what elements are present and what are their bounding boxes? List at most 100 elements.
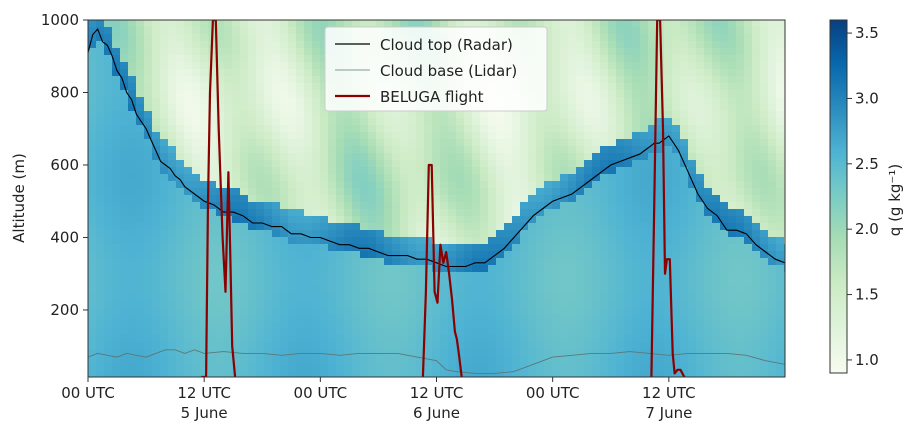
heatmap-cell [736, 118, 745, 126]
heatmap-cell [96, 76, 105, 84]
heatmap-cell [232, 104, 241, 112]
heatmap-cell [688, 160, 697, 168]
heatmap-cell [544, 90, 553, 98]
heatmap-cell [296, 237, 305, 245]
heatmap-cell [592, 223, 601, 231]
heatmap-cell [600, 216, 609, 224]
heatmap-cell [608, 216, 617, 224]
beluga-flight-line [421, 163, 463, 377]
heatmap-cell [504, 293, 513, 301]
heatmap-cell [288, 27, 297, 35]
heatmap-cell [472, 146, 481, 154]
heatmap-cell [616, 118, 625, 126]
heatmap-cell [200, 34, 209, 42]
heatmap-cell [552, 216, 561, 224]
heatmap-cell [616, 335, 625, 343]
heatmap-cell [768, 20, 777, 28]
heatmap-cell [360, 125, 369, 133]
heatmap-cell [504, 223, 513, 231]
heatmap-cell [312, 279, 321, 287]
heatmap-cell [280, 265, 289, 273]
heatmap-cell [392, 279, 401, 287]
heatmap-cell [344, 335, 353, 343]
heatmap-cell [520, 111, 529, 119]
heatmap-cell [264, 300, 273, 308]
heatmap-cell [688, 69, 697, 77]
heatmap-cell [312, 209, 321, 217]
heatmap-cell [208, 328, 217, 336]
heatmap-cell [760, 153, 769, 161]
heatmap-cell [552, 356, 561, 364]
heatmap-cell [232, 69, 241, 77]
heatmap-cell [688, 356, 697, 364]
heatmap-cell [176, 48, 185, 56]
heatmap-cell [112, 111, 121, 119]
heatmap-cell [400, 146, 409, 154]
heatmap-cell [568, 328, 577, 336]
heatmap-cell [344, 181, 353, 189]
heatmap-cell [736, 111, 745, 119]
heatmap-cell [576, 342, 585, 350]
heatmap-cell [512, 258, 521, 266]
heatmap-cell [192, 251, 201, 259]
heatmap-cell [136, 321, 145, 329]
heatmap-cell [128, 363, 137, 371]
heatmap-cell [256, 230, 265, 238]
heatmap-cell [120, 160, 129, 168]
heatmap-cell [120, 104, 129, 112]
heatmap-cell [680, 342, 689, 350]
heatmap-cell [320, 55, 329, 63]
heatmap-cell [384, 265, 393, 273]
heatmap-cell [656, 300, 665, 308]
heatmap-cell [240, 195, 249, 203]
heatmap-cell [664, 62, 673, 70]
heatmap-cell [456, 258, 465, 266]
heatmap-cell [712, 356, 721, 364]
heatmap-cell [392, 181, 401, 189]
heatmap-cell [360, 153, 369, 161]
heatmap-cell [664, 300, 673, 308]
heatmap-cell [472, 160, 481, 168]
heatmap-cell [168, 265, 177, 273]
heatmap-cell [656, 209, 665, 217]
heatmap-cell [696, 237, 705, 245]
heatmap-cell [264, 328, 273, 336]
heatmap-cell [192, 307, 201, 315]
heatmap-cell [272, 41, 281, 49]
heatmap-cell [320, 83, 329, 91]
heatmap-cell [368, 279, 377, 287]
heatmap-cell [400, 111, 409, 119]
heatmap-cell [320, 97, 329, 105]
heatmap-cell [136, 363, 145, 371]
heatmap-cell [400, 286, 409, 294]
heatmap-cell [360, 209, 369, 217]
heatmap-cell [608, 363, 617, 371]
heatmap-cell [400, 118, 409, 126]
heatmap-cell [288, 160, 297, 168]
heatmap-cell [200, 202, 209, 210]
heatmap-cell [744, 181, 753, 189]
heatmap-cell [704, 293, 713, 301]
heatmap-cell [744, 202, 753, 210]
heatmap-cell [584, 202, 593, 210]
heatmap-cell [688, 265, 697, 273]
heatmap-cell [640, 111, 649, 119]
heatmap-cell [752, 293, 761, 301]
heatmap-cell [512, 188, 521, 196]
heatmap-cell [304, 335, 313, 343]
heatmap-cell [288, 20, 297, 28]
heatmap-cell [320, 244, 329, 252]
heatmap-cell [568, 111, 577, 119]
heatmap-cell [624, 258, 633, 266]
heatmap-cell [552, 321, 561, 329]
heatmap-cell [432, 370, 441, 377]
heatmap-cell [400, 258, 409, 266]
heatmap-cell [280, 41, 289, 49]
heatmap-cell [728, 174, 737, 182]
heatmap-cell [712, 62, 721, 70]
heatmap-cell [176, 62, 185, 70]
heatmap-cell [680, 349, 689, 357]
heatmap-cell [512, 146, 521, 154]
heatmap-cell [112, 370, 121, 377]
heatmap-cell [720, 356, 729, 364]
